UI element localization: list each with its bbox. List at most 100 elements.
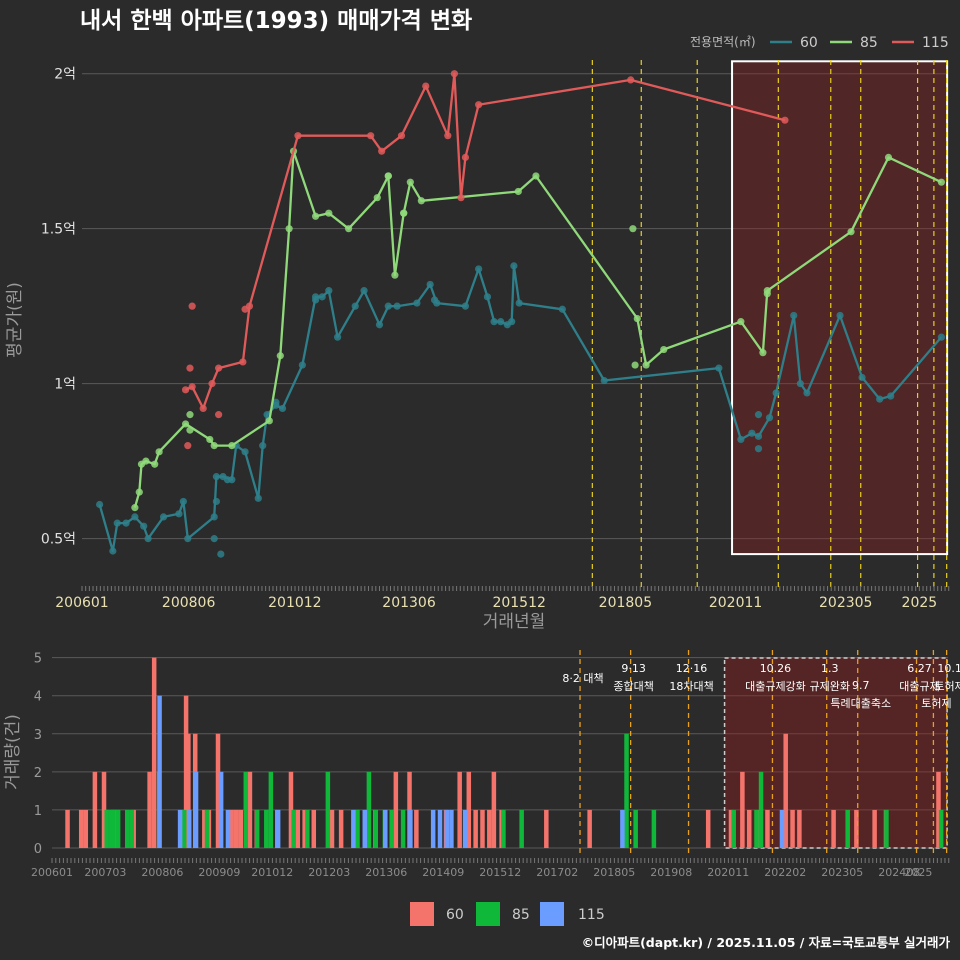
series-85-point-28 xyxy=(737,318,745,326)
legend-bottom: 60 85 115 xyxy=(410,902,605,926)
volume-bar-60-19 xyxy=(247,771,253,848)
volume-bar-60-39 xyxy=(487,809,492,848)
series-60-point-48 xyxy=(748,429,756,437)
policy-label-10: 특례대출축소 xyxy=(830,697,891,710)
series-60-point-5 xyxy=(140,522,148,530)
volume-bar-115-4 xyxy=(218,771,224,848)
volume-bar-115-1 xyxy=(177,809,183,848)
volume-bar-85-2 xyxy=(111,809,116,848)
volume-ytick-2: 2 xyxy=(34,766,42,781)
price-xtick-6: 202011 xyxy=(709,595,762,611)
volume-ytick-1: 1 xyxy=(34,804,42,819)
volume-bar-60-2 xyxy=(83,809,89,848)
price-ytick-3: 2억 xyxy=(54,67,76,83)
volume-bar-85-7 xyxy=(181,809,187,848)
volume-xtick-1: 200703 xyxy=(84,866,126,879)
series-60-point-59 xyxy=(937,333,945,341)
policy-label-15: 토허제 xyxy=(934,680,960,693)
series-85-point-40 xyxy=(763,290,771,298)
volume-xtick-8: 201512 xyxy=(479,866,521,879)
series-85-point-24 xyxy=(532,172,540,180)
volume-axis-title: 거래량(건) xyxy=(3,714,23,790)
highlight-period-box xyxy=(731,60,949,556)
series-85-point-3 xyxy=(142,457,150,465)
volume-bar-115-5 xyxy=(225,809,231,848)
policy-label-6: 대출규제강화 xyxy=(745,680,806,693)
volume-bar-85-31 xyxy=(884,809,889,848)
series-85-point-34 xyxy=(186,426,194,434)
volume-bar-115-17 xyxy=(779,809,785,848)
series-60-point-42 xyxy=(510,262,518,270)
policy-label-5: 10.26 xyxy=(760,662,792,675)
volume-bar-115-0 xyxy=(157,695,162,848)
series-115-point-13 xyxy=(450,70,459,78)
series-60-point-38 xyxy=(490,318,498,326)
series-60-point-56 xyxy=(858,373,866,382)
series-85-point-39 xyxy=(631,361,639,369)
series-60-point-46 xyxy=(715,364,723,372)
series-85-point-26 xyxy=(642,361,650,369)
series-60-point-55 xyxy=(836,311,844,320)
volume-bar-60-24 xyxy=(302,809,307,848)
series-60-point-65 xyxy=(311,296,320,304)
volume-ytick-4: 4 xyxy=(34,690,42,705)
series-60-point-54 xyxy=(803,389,811,397)
volume-bar-115-2 xyxy=(186,809,192,848)
series-115-point-23 xyxy=(241,305,249,313)
volume-bar-85-3 xyxy=(115,809,121,848)
series-60-point-53 xyxy=(796,380,804,388)
series-85-point-6 xyxy=(181,420,190,428)
series-60-point-66 xyxy=(430,296,439,304)
legend-115-label: 115 xyxy=(922,35,949,51)
series-60-point-28 xyxy=(360,287,368,295)
legend-bottom-85-swatch xyxy=(476,902,500,926)
legend-bottom-85-label: 85 xyxy=(512,907,530,923)
series-60-point-60 xyxy=(210,535,218,543)
price-xtick-4: 201512 xyxy=(492,595,545,611)
volume-bar-60-38 xyxy=(480,809,485,848)
series-60-point-32 xyxy=(413,299,421,307)
series-60-point-64 xyxy=(272,398,280,406)
series-85-point-9 xyxy=(228,442,236,450)
volume-chart: 0 1 2 3 4 5 8·2 대책 9·13 종합대책 12·16 18차대책 10.26 대출규제강… xyxy=(31,650,960,879)
volume-bar-85-26 xyxy=(651,809,657,848)
volume-bar-85-23 xyxy=(519,809,524,848)
series-60-point-31 xyxy=(393,302,401,310)
series-115-point-21 xyxy=(188,302,196,310)
volume-bar-85-1 xyxy=(109,809,114,848)
series-60-point-35 xyxy=(461,302,470,310)
volume-bar-60-23 xyxy=(295,809,301,848)
volume-bar-60-17 xyxy=(234,809,239,848)
series-60-point-45 xyxy=(600,376,608,385)
volume-bar-60-16 xyxy=(229,809,234,848)
volume-bar-60-40 xyxy=(491,771,497,848)
volume-bar-85-24 xyxy=(624,733,629,848)
series-60-point-22 xyxy=(298,361,306,369)
volume-bar-60-11 xyxy=(186,733,191,848)
volume-bar-85-8 xyxy=(204,809,210,848)
series-85-line xyxy=(133,150,942,508)
volume-bar-60-33 xyxy=(414,809,419,848)
volume-bar-60-47 xyxy=(746,809,752,848)
series-85-point-33 xyxy=(937,178,945,186)
policy-label-11: 6.27 xyxy=(907,662,932,675)
price-ytick-2: 1.5억 xyxy=(41,222,76,238)
volume-bar-60-18 xyxy=(238,809,244,848)
series-60-point-68 xyxy=(754,411,763,419)
policy-label-4: 18차대책 xyxy=(669,680,713,693)
series-85-point-15 xyxy=(325,209,333,217)
series-60-point-58 xyxy=(887,392,895,400)
series-85-point-32 xyxy=(884,153,893,161)
series-115-point-17 xyxy=(627,76,635,84)
series-60-point-16 xyxy=(241,448,249,456)
volume-xtick-3: 200909 xyxy=(198,866,240,879)
series-85-point-1 xyxy=(135,488,143,496)
series-60-point-57 xyxy=(876,395,884,403)
legend-title: 전용면적(㎡) xyxy=(690,35,756,49)
series-60-point-11 xyxy=(210,513,218,521)
volume-bar-115-15 xyxy=(462,809,468,848)
volume-bar-85-22 xyxy=(501,809,506,848)
series-85-point-31 xyxy=(847,228,855,236)
volume-bar-115-12 xyxy=(437,809,443,848)
